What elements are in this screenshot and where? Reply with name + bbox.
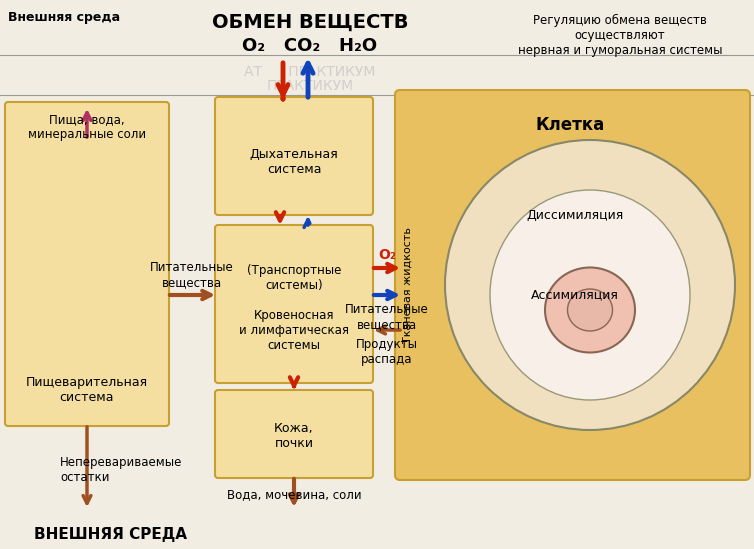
Ellipse shape [568,289,612,331]
Text: ОБМЕН ВЕЩЕСТВ: ОБМЕН ВЕЩЕСТВ [212,13,408,31]
Text: Регуляцию обмена веществ
осуществляют
нервная и гуморальная системы: Регуляцию обмена веществ осуществляют не… [518,14,722,57]
Text: Неперевариваемые
остатки: Неперевариваемые остатки [60,456,182,484]
Text: Тканевая жидкость: Тканевая жидкость [403,227,413,343]
Text: Клетка: Клетка [535,116,605,134]
Text: Диссимиляция: Диссимиляция [526,209,624,221]
Text: Питательные
вещества: Питательные вещества [150,261,234,289]
Ellipse shape [545,267,635,352]
FancyBboxPatch shape [215,97,373,215]
Ellipse shape [445,140,735,430]
FancyBboxPatch shape [215,390,373,478]
Text: Пища, вода,
минеральные соли: Пища, вода, минеральные соли [28,113,146,141]
Text: Кожа,
почки: Кожа, почки [274,422,314,450]
FancyBboxPatch shape [215,225,373,383]
Text: Питательные
вещества: Питательные вещества [345,303,429,331]
Ellipse shape [490,190,690,400]
Text: АТ      ПРАКТИКУМ: АТ ПРАКТИКУМ [244,65,375,79]
Text: Внешняя среда: Внешняя среда [8,12,120,25]
Text: O₂   CO₂   H₂O: O₂ CO₂ H₂O [243,37,378,55]
Text: O₂: O₂ [378,248,396,262]
Text: Дыхательная
система: Дыхательная система [250,148,339,176]
Text: ПРАКТИКУМ: ПРАКТИКУМ [266,79,354,93]
Text: Продукты
распада: Продукты распада [356,338,418,366]
FancyBboxPatch shape [5,102,169,426]
Text: Пищеварительная
система: Пищеварительная система [26,376,148,404]
Text: Ассимиляция: Ассимиляция [531,289,619,301]
Text: ВНЕШНЯЯ СРЕДА: ВНЕШНЯЯ СРЕДА [33,528,186,542]
Text: Вода, мочевина, соли: Вода, мочевина, соли [227,489,361,501]
FancyBboxPatch shape [395,90,750,480]
Text: (Транспортные
системы)

Кровеносная
и лимфатическая
системы: (Транспортные системы) Кровеносная и лим… [239,264,349,352]
